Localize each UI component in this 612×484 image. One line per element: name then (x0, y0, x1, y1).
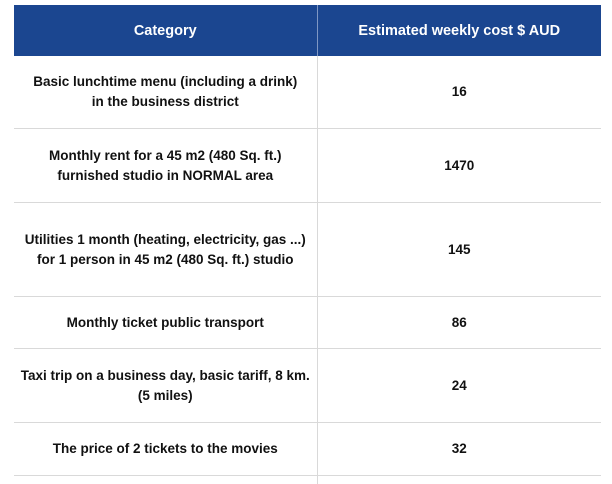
table-body: Basic lunchtime menu (including a drink)… (14, 56, 601, 484)
table-row: Monthly rent for a 45 m2 (480 Sq. ft.) f… (14, 129, 601, 203)
header-cost: Estimated weekly cost $ AUD (317, 5, 601, 56)
cost-cell: 16 (317, 56, 601, 129)
cost-cell: 32 (317, 423, 601, 476)
category-cell: Taxi trip on a business day, basic tarif… (14, 349, 317, 423)
empty-cell (317, 476, 601, 484)
table-row: Basic lunchtime menu (including a drink)… (14, 56, 601, 129)
cost-cell: 86 (317, 297, 601, 349)
cost-cell: 24 (317, 349, 601, 423)
header-row: Category Estimated weekly cost $ AUD (14, 5, 601, 56)
cost-of-living-table: Category Estimated weekly cost $ AUD Bas… (14, 5, 601, 484)
category-cell: The price of 2 tickets to the movies (14, 423, 317, 476)
table-row: The price of 2 tickets to the movies 32 (14, 423, 601, 476)
empty-cell (14, 476, 317, 484)
cost-cell: 1470 (317, 129, 601, 203)
category-cell: Basic lunchtime menu (including a drink)… (14, 56, 317, 129)
table-row: Monthly ticket public transport 86 (14, 297, 601, 349)
cost-table-container: Category Estimated weekly cost $ AUD Bas… (14, 5, 601, 484)
table-row: Utilities 1 month (heating, electricity,… (14, 203, 601, 297)
table-row: Taxi trip on a business day, basic tarif… (14, 349, 601, 423)
table-header: Category Estimated weekly cost $ AUD (14, 5, 601, 56)
table-row-spacer (14, 476, 601, 484)
header-category: Category (14, 5, 317, 56)
cost-cell: 145 (317, 203, 601, 297)
category-cell: Monthly rent for a 45 m2 (480 Sq. ft.) f… (14, 129, 317, 203)
category-cell: Monthly ticket public transport (14, 297, 317, 349)
category-cell: Utilities 1 month (heating, electricity,… (14, 203, 317, 297)
